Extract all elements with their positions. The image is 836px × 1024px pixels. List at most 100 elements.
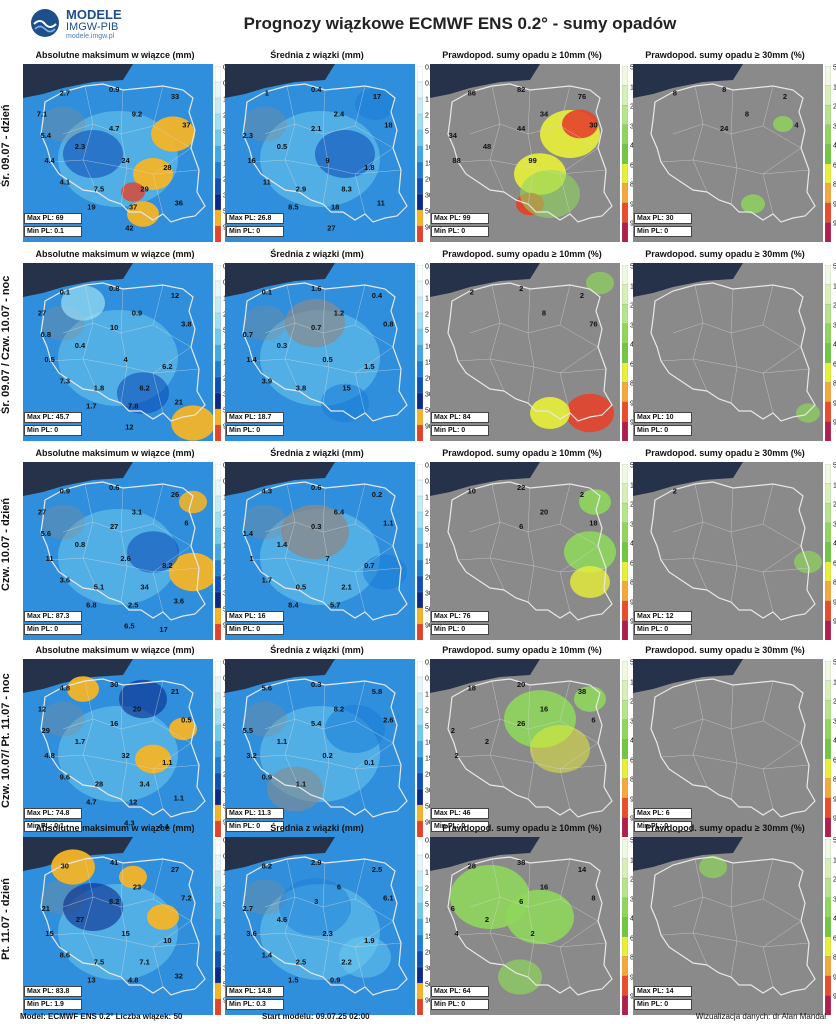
colorbar <box>215 839 221 1015</box>
min-pl-label: Min PL: 0 <box>24 624 82 635</box>
footer: Model: ECMWF ENS 0.2° Liczba wiązek: 50 … <box>0 1012 836 1024</box>
colorbar-tick-label: 10 <box>425 917 433 925</box>
map-value-label: 3 <box>314 897 318 906</box>
precip-area <box>169 552 217 592</box>
map-value-label: 4.8 <box>44 751 54 760</box>
colorbar-tick-label: 50 <box>425 407 433 415</box>
baltic-sea <box>633 462 743 496</box>
voivodeship-border <box>284 159 300 193</box>
map-value-label: 7.2 <box>181 893 191 902</box>
colorbar <box>215 265 221 441</box>
colorbar-segment <box>825 502 831 524</box>
map-value-label: 4.8 <box>128 975 138 984</box>
voivodeship-border <box>354 368 402 374</box>
voivodeship-border <box>457 159 491 163</box>
panel-title: Średnia z wiązki (mm) <box>270 249 364 259</box>
poland-border <box>40 282 206 422</box>
colorbar-segment <box>825 183 831 204</box>
map-value-label: 34 <box>140 582 149 591</box>
map-value-label: 8 <box>722 85 726 94</box>
map-value-label: 1.4 <box>262 950 273 959</box>
colorbar-segment <box>825 620 831 640</box>
colorbar-segment <box>417 328 423 346</box>
colorbar-segment <box>825 858 831 879</box>
colorbar-segment <box>622 362 628 383</box>
colorbar-segment <box>215 360 221 378</box>
baltic-sea <box>633 64 743 98</box>
map-value-label: 1 <box>265 88 269 97</box>
voivodeship-border <box>489 557 505 591</box>
precip-area <box>67 676 99 702</box>
colorbar-tick-label: 0.1 <box>425 837 435 845</box>
voivodeship-border <box>527 332 599 374</box>
poland-border <box>650 481 816 621</box>
voivodeship-border <box>152 720 192 744</box>
max-pl-label: Max PL: 69 <box>24 213 82 224</box>
colorbar-tick-label: 30 <box>425 391 433 399</box>
colorbar-segment <box>215 998 221 1015</box>
map-value-label: 30 <box>589 120 597 129</box>
map-value-label: 17 <box>159 625 167 634</box>
precip-area <box>339 936 391 978</box>
map-value-label: 8.6 <box>60 950 70 959</box>
colorbar-tick-label: 1 <box>223 96 227 104</box>
voivodeship-border <box>730 762 738 800</box>
panel-title: Prawdopod. sumy opadu ≥ 30mm (%) <box>645 448 805 458</box>
min-pl-label: Min PL: 0 <box>226 821 284 832</box>
voivodeship-border <box>252 557 286 561</box>
map-value-label: 6.2 <box>162 362 172 371</box>
colorbar-ticks: 5 10 20 30 40 60 80 90 99 <box>833 463 836 640</box>
colorbar-segment <box>417 97 423 115</box>
colorbar-tick-label: 1 <box>425 96 429 104</box>
colorbar-segment <box>825 104 831 126</box>
map-value-label: 18 <box>589 518 597 527</box>
map-value-label: 2.5 <box>128 600 138 609</box>
poland-border <box>447 83 613 223</box>
precipitation-map: 4.3 0.6 0.2 6.4 1.1 0.3 1.4 1.4 1 7 0.7 1.7 0.5 2.1 8.… <box>225 462 415 640</box>
precip-area <box>773 116 793 132</box>
max-pl-label: Max PL: 87.3 <box>24 611 82 622</box>
colorbar-tick-label: 1 <box>425 869 429 877</box>
voivodeship-border <box>152 368 200 374</box>
precipitation-map: 30 41 27 23 7.2 8.2 21 27 15 15 10 8.6 7.5 7.1 13 4.8 32 <box>23 837 213 1015</box>
colorbar-segment <box>825 144 831 165</box>
panel-title: Prawdopod. sumy opadu ≥ 30mm (%) <box>645 645 805 655</box>
voivodeship-border <box>252 358 286 362</box>
colorbar-tick-label: 80 <box>833 776 836 784</box>
map-value-label: 10 <box>110 323 118 332</box>
map-value-label: 0.4 <box>311 85 322 94</box>
voivodeship-border <box>284 932 300 966</box>
colorbar <box>417 265 423 441</box>
precip-area <box>119 679 167 719</box>
poland-border <box>447 282 613 422</box>
colorbar-segment <box>417 676 423 694</box>
colorbar-segment <box>417 886 423 904</box>
map-value-label: 2 <box>673 486 677 495</box>
voivodeship-border <box>559 125 599 149</box>
max-pl-label: Max PL: 26.8 <box>226 213 284 224</box>
colorbar-tick-label: 1 <box>425 295 429 303</box>
colorbar-segment <box>825 778 831 799</box>
colorbar-tick-label: 5 <box>833 659 836 667</box>
voivodeship-border <box>730 366 738 404</box>
colorbar-tick-label: 60 <box>833 757 836 765</box>
map-value-label: 6 <box>591 715 595 724</box>
map-value-label: 6 <box>519 522 523 531</box>
map-value-label: 6.8 <box>86 600 96 609</box>
voivodeship-border <box>527 906 599 948</box>
map-panel: Średnia z wiązki (mm) 1 0.4 17 2.4 18 2.1 2.3 0.… <box>222 50 435 242</box>
row-label: Czw. 10.07 - dzień <box>0 497 12 591</box>
colorbar-tick-label: 50 <box>425 208 433 216</box>
colorbar <box>825 265 831 441</box>
voivodeship-border <box>50 754 84 758</box>
colorbar-tick-label: 5 <box>833 263 836 271</box>
map-value-label: 3.4 <box>139 779 150 788</box>
voivodeship-border <box>559 571 571 613</box>
colorbar-segment <box>417 312 423 330</box>
precip-area <box>267 766 323 812</box>
colorbar-segment <box>622 343 628 364</box>
colorbar-tick-label: 40 <box>833 142 836 150</box>
voivodeship-border <box>762 571 774 613</box>
colorbar-tick-label: 0.5 <box>425 478 435 486</box>
colorbar-segment <box>417 934 423 952</box>
